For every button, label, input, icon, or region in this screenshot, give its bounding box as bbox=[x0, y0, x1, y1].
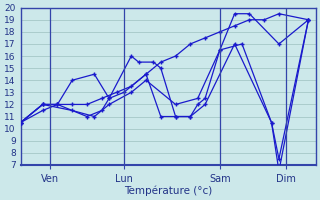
X-axis label: Température (°c): Température (°c) bbox=[124, 185, 212, 196]
